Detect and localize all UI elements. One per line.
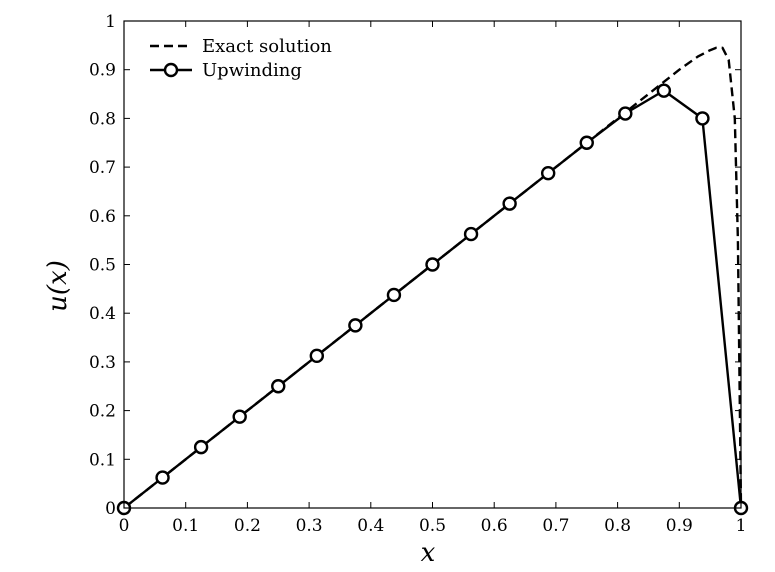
legend-exact-label: Exact solution [202, 36, 332, 57]
upwinding-point [309, 348, 325, 364]
x-tick-label: 0.1 [172, 516, 199, 536]
upwinding-point [425, 257, 440, 272]
y-tick-label: 1 [105, 12, 116, 32]
x-tick-label: 0.3 [296, 516, 323, 536]
legend-upwinding-marker [163, 62, 179, 78]
x-tick-label: 0.8 [604, 516, 631, 536]
x-tick-label: 0.5 [419, 516, 446, 536]
upwinding-point [540, 165, 556, 181]
y-axis-title: u(x) [43, 260, 73, 312]
y-tick-label: 0.3 [89, 353, 116, 373]
upwinding-point [656, 83, 672, 98]
y-axis-ticks: 0 0.1 0.2 0.3 0.4 0.5 0.6 0.7 0.8 0.9 1 [89, 12, 741, 519]
upwinding-point [155, 470, 170, 485]
x-tick-label: 0.6 [481, 516, 508, 536]
upwinding-point [579, 135, 594, 150]
upwinding-point [695, 111, 710, 126]
y-tick-label: 0.1 [89, 450, 116, 470]
y-tick-label: 0.7 [89, 158, 116, 178]
x-tick-label: 0.9 [666, 516, 693, 536]
series-line-exact-solution [123, 46, 743, 509]
upwinding-point [463, 226, 479, 242]
y-tick-label: 0.9 [89, 61, 116, 81]
series-line-upwinding [123, 89, 743, 509]
x-tick-label: 0 [119, 516, 130, 536]
y-tick-label: 0.5 [89, 256, 116, 276]
upwinding-point [502, 196, 517, 211]
x-tick-label: 1 [736, 516, 747, 536]
plot-series [116, 46, 749, 516]
upwinding-point [386, 287, 402, 303]
y-tick-label: 0.8 [89, 109, 116, 129]
y-tick-label: 0.4 [89, 304, 116, 324]
x-axis-ticks: 0 0.1 0.2 0.3 0.4 0.5 0.6 0.7 0.8 0.9 1 [119, 21, 747, 536]
upwinding-point [232, 409, 247, 424]
upwinding-point [348, 318, 363, 333]
x-tick-label: 0.7 [542, 516, 569, 536]
legend-upwinding-label: Upwinding [202, 60, 302, 81]
upwinding-point [618, 106, 633, 121]
legend: Exact solution Upwinding [150, 36, 332, 81]
y-tick-label: 0.2 [89, 402, 116, 422]
plot-frame [123, 20, 742, 509]
upwinding-point [271, 379, 286, 394]
x-axis-title: x [421, 538, 436, 568]
upwinding-point [193, 439, 209, 455]
x-tick-label: 0.2 [234, 516, 261, 536]
y-tick-label: 0 [105, 499, 116, 519]
x-tick-label: 0.4 [357, 516, 384, 536]
y-tick-label: 0.6 [89, 207, 116, 227]
